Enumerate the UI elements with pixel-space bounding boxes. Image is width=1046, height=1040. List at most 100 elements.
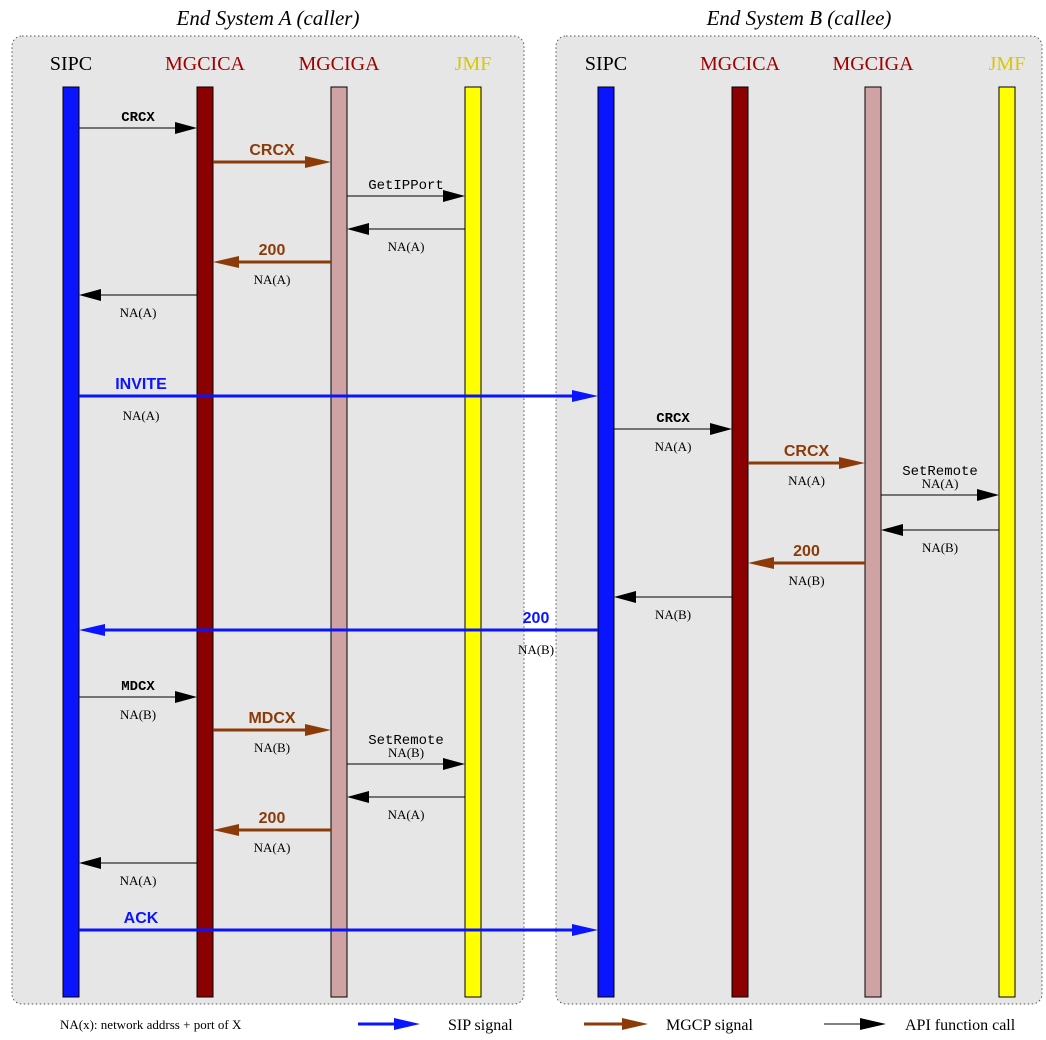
message-9-arrowhead xyxy=(839,457,865,469)
message-7-arrowhead xyxy=(572,390,598,402)
legend-note: NA(x): network addrss + port of X xyxy=(60,1017,242,1032)
system-a-mgcica-lifeline xyxy=(196,86,214,998)
message-19-sublabel: NA(A) xyxy=(254,840,291,855)
message-13-sublabel: NA(B) xyxy=(655,607,691,622)
message-7-label: INVITE xyxy=(115,376,167,393)
message-15-arrowhead xyxy=(175,691,197,703)
message-21-label: ACK xyxy=(124,910,159,927)
system-a-jmf-lifeline xyxy=(464,86,482,998)
message-5-arrowhead xyxy=(213,256,239,268)
message-5-sublabel: NA(A) xyxy=(254,272,291,287)
message-11: NA(B) xyxy=(881,524,999,555)
system-boxes: End System A (caller) End System B (call… xyxy=(11,6,1043,1005)
message-18-sublabel: NA(A) xyxy=(388,807,425,822)
message-10-arrowhead xyxy=(977,489,999,501)
message-19-label: 200 xyxy=(259,810,286,827)
system-b-title: End System B (callee) xyxy=(706,6,892,30)
message-4-arrowhead xyxy=(347,223,369,235)
message-19: 200 NA(A) xyxy=(213,810,331,855)
system-b-mgciga-lifeline xyxy=(864,86,882,998)
system-b-jmf-lifeline xyxy=(998,86,1016,998)
system-b-jmf-title: JMF xyxy=(989,53,1026,75)
message-9: CRCX NA(A) xyxy=(748,443,865,488)
system-b-mgcica-title: MGCICA xyxy=(700,53,781,75)
message-12: 200 NA(B) xyxy=(748,543,865,588)
message-7: INVITE NA(A) xyxy=(79,376,598,423)
message-8-label: CRCX xyxy=(656,411,690,427)
message-12-label: 200 xyxy=(793,543,820,560)
message-10-label: SetRemote xyxy=(902,464,978,480)
system-a-sipc-title: SIPC xyxy=(50,53,92,75)
message-3-arrowhead xyxy=(443,190,465,202)
system-b-mgcica-lifeline xyxy=(731,86,749,998)
message-17-label: SetRemote xyxy=(368,733,444,749)
message-15-sublabel: NA(B) xyxy=(120,707,156,722)
message-16-sublabel: NA(B) xyxy=(254,740,290,755)
message-17-arrowhead xyxy=(443,758,465,770)
message-2: CRCX xyxy=(213,142,331,168)
message-8: CRCX NA(A) xyxy=(614,411,732,454)
message-14: 200 NA(B) xyxy=(79,610,598,657)
message-16: MDCX NA(B) xyxy=(213,710,331,755)
message-8-sublabel: NA(A) xyxy=(655,439,692,454)
message-5-label: 200 xyxy=(259,242,286,259)
message-20-arrowhead xyxy=(79,857,101,869)
message-1-label: CRCX xyxy=(121,110,155,126)
message-2-label: CRCX xyxy=(249,142,295,159)
message-18: NA(A) xyxy=(347,791,465,822)
message-14-sublabel: NA(B) xyxy=(518,642,554,657)
message-19-arrowhead xyxy=(213,824,239,836)
message-6: NA(A) xyxy=(79,289,197,320)
message-3-label: GetIPPort xyxy=(368,178,444,194)
legend: NA(x): network addrss + port of X SIP sig… xyxy=(60,1017,1016,1034)
legend-mgcp-arrowhead xyxy=(622,1018,648,1030)
system-a-mgciga-lifeline xyxy=(330,86,348,998)
message-8-arrowhead xyxy=(710,423,732,435)
message-3: GetIPPort xyxy=(347,178,465,202)
message-15-label: MDCX xyxy=(121,679,155,695)
message-20: NA(A) xyxy=(79,857,197,888)
legend-sip-label: SIP signal xyxy=(448,1017,513,1034)
system-a-mgcica-title: MGCICA xyxy=(165,53,246,75)
system-a-jmf-title: JMF xyxy=(455,53,492,75)
message-13: NA(B) xyxy=(614,591,732,622)
message-21-arrowhead xyxy=(572,924,598,936)
message-9-sublabel: NA(A) xyxy=(788,473,825,488)
message-15: MDCX NA(B) xyxy=(79,679,197,722)
message-2-arrowhead xyxy=(305,156,331,168)
message-9-label: CRCX xyxy=(784,443,830,460)
message-11-arrowhead xyxy=(881,524,903,536)
message-7-sublabel: NA(A) xyxy=(123,408,160,423)
message-16-arrowhead xyxy=(305,724,331,736)
message-10-sublabel: NA(A) xyxy=(922,476,959,491)
legend-sip-arrowhead xyxy=(394,1018,420,1030)
system-b-box xyxy=(555,35,1043,1005)
message-4: NA(A) xyxy=(347,223,465,254)
message-16-label: MDCX xyxy=(248,710,295,727)
legend-mgcp-label: MGCP signal xyxy=(666,1017,754,1034)
message-6-sublabel: NA(A) xyxy=(120,305,157,320)
message-20-sublabel: NA(A) xyxy=(120,873,157,888)
system-a-sipc-lifeline xyxy=(62,86,80,998)
message-4-sublabel: NA(A) xyxy=(388,239,425,254)
lifelines: SIPC MGCICA MGCIGA JMF SIPC MGCICA MGCIGA JMF xyxy=(50,53,1026,998)
message-17-sublabel: NA(B) xyxy=(388,745,424,760)
system-b-mgciga-title: MGCIGA xyxy=(832,53,914,75)
system-a-box xyxy=(11,35,525,1005)
message-11-sublabel: NA(B) xyxy=(922,540,958,555)
message-12-arrowhead xyxy=(748,557,774,569)
message-21: ACK xyxy=(79,910,598,936)
message-18-arrowhead xyxy=(347,791,369,803)
message-14-arrowhead xyxy=(79,624,105,636)
legend-api-arrowhead xyxy=(860,1018,886,1030)
message-12-sublabel: NA(B) xyxy=(788,573,824,588)
system-b-sipc-lifeline xyxy=(597,86,615,998)
message-14-label: 200 xyxy=(523,610,550,627)
message-5: 200 NA(A) xyxy=(213,242,331,287)
message-1: CRCX xyxy=(79,110,197,134)
message-6-arrowhead xyxy=(79,289,101,301)
system-a-title: End System A (caller) xyxy=(176,6,360,30)
system-a-mgciga-title: MGCIGA xyxy=(298,53,380,75)
